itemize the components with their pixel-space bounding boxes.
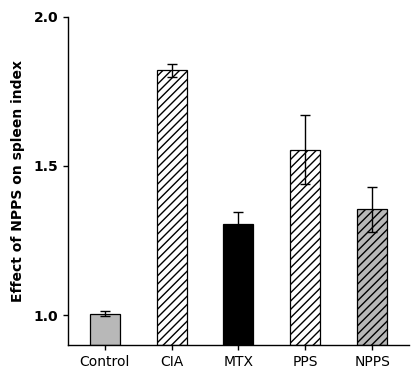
Bar — [89, 314, 120, 345]
Bar — [357, 209, 387, 345]
Bar — [290, 149, 320, 345]
Y-axis label: Effect of NPPS on spleen index: Effect of NPPS on spleen index — [11, 60, 25, 302]
Bar — [157, 70, 186, 345]
Bar — [223, 224, 253, 345]
